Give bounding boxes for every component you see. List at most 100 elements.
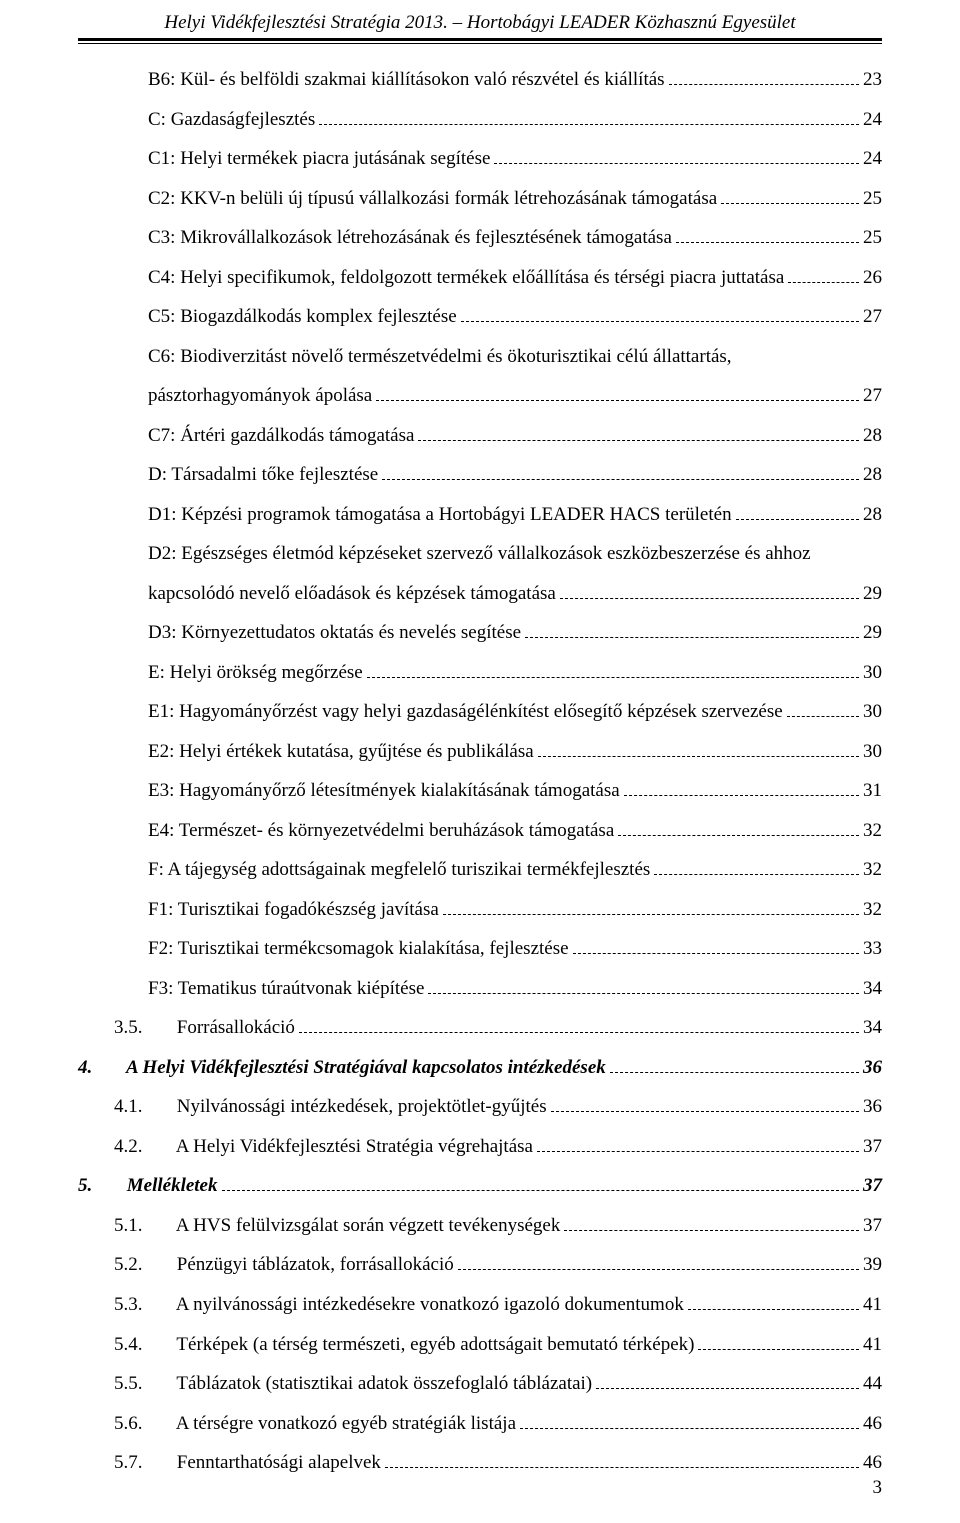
toc-entry: C: Gazdaságfejlesztés 24 [78, 100, 882, 140]
toc-entry: E3: Hagyományőrző létesítmények kialakít… [78, 771, 882, 811]
toc-leader [385, 1450, 859, 1468]
toc-entry: 5.3. A nyilvánossági intézkedésekre vona… [78, 1285, 882, 1325]
toc-text: 4.2. A Helyi Vidékfejlesztési Stratégia … [114, 1127, 533, 1167]
toc-leader [736, 502, 859, 520]
toc-text: F: A tájegység adottságainak megfelelő t… [148, 850, 650, 890]
toc-entry: 5.4. Térképek (a térség természeti, egyé… [78, 1325, 882, 1365]
toc-entry: F: A tájegység adottságainak megfelelő t… [78, 850, 882, 890]
toc-entry-heading: 5. Mellékletek 37 [78, 1166, 882, 1206]
toc-entry: 5.5. Táblázatok (statisztikai adatok öss… [78, 1364, 882, 1404]
toc-leader [525, 620, 859, 638]
toc-leader [698, 1331, 859, 1349]
toc-text: C5: Biogazdálkodás komplex fejlesztése [148, 297, 457, 337]
toc-title: Forrásallokáció [177, 1017, 295, 1038]
toc-leader [367, 660, 859, 678]
toc-leader [376, 383, 859, 401]
toc-num: 5.3. [114, 1285, 172, 1325]
toc-text: 3.5. Forrásallokáció [114, 1008, 295, 1048]
page: Helyi Vidékfejlesztési Stratégia 2013. –… [0, 0, 960, 1523]
toc-entry: C1: Helyi termékek piacra jutásának segí… [78, 139, 882, 179]
toc-num: 4.2. [114, 1127, 172, 1167]
toc-leader [551, 1094, 859, 1112]
toc-page: 23 [863, 60, 882, 100]
toc-page: 37 [863, 1166, 882, 1206]
toc-leader [654, 857, 859, 875]
toc-entry: 4.2. A Helyi Vidékfejlesztési Stratégia … [78, 1127, 882, 1167]
toc-entry: 5.2. Pénzügyi táblázatok, forrásallokáci… [78, 1245, 882, 1285]
toc-page: 33 [863, 929, 882, 969]
toc-page: 28 [863, 416, 882, 456]
toc-leader [222, 1173, 860, 1191]
toc-text: D1: Képzési programok támogatása a Horto… [148, 495, 732, 535]
running-head: Helyi Vidékfejlesztési Stratégia 2013. –… [78, 12, 882, 34]
toc-leader [676, 225, 859, 243]
toc-text: E2: Helyi értékek kutatása, gyűjtése és … [148, 732, 534, 772]
toc-text: 5.4. Térképek (a térség természeti, egyé… [114, 1325, 694, 1365]
toc-page: 46 [863, 1404, 882, 1444]
toc-leader [596, 1371, 859, 1389]
toc-page: 37 [863, 1127, 882, 1167]
toc-page: 25 [863, 179, 882, 219]
page-number: 3 [873, 1477, 883, 1499]
toc-entry: E: Helyi örökség megőrzése 30 [78, 653, 882, 693]
toc-title: A Helyi Vidékfejlesztési Stratégia végre… [176, 1136, 533, 1157]
toc-page: 30 [863, 692, 882, 732]
toc-text: C1: Helyi termékek piacra jutásának segí… [148, 139, 490, 179]
toc-text: C7: Ártéri gazdálkodás támogatása [148, 416, 414, 456]
toc-entry-wrapped-line2: kapcsolódó nevelő előadások és képzések … [78, 574, 882, 614]
toc-leader [688, 1292, 859, 1310]
toc-leader [458, 1252, 859, 1270]
toc-entry: D1: Képzési programok támogatása a Horto… [78, 495, 882, 535]
toc-title: A Helyi Vidékfejlesztési Stratégiával ka… [126, 1057, 606, 1078]
toc-entry: B6: Kül- és belföldi szakmai kiállítások… [78, 60, 882, 100]
toc-text: 4.1. Nyilvánossági intézkedések, projekt… [114, 1087, 547, 1127]
toc-text: 5.1. A HVS felülvizsgálat során végzett … [114, 1206, 560, 1246]
toc-entry: E4: Természet- és környezetvédelmi beruh… [78, 811, 882, 851]
toc-title: A térségre vonatkozó egyéb stratégiák li… [176, 1413, 516, 1434]
toc-page: 34 [863, 969, 882, 1009]
toc-text: F2: Turisztikai termékcsomagok kialakítá… [148, 929, 569, 969]
toc-title: Fenntarthatósági alapelvek [177, 1452, 381, 1473]
toc-entry: C4: Helyi specifikumok, feldolgozott ter… [78, 258, 882, 298]
toc-entry: 3.5. Forrásallokáció 34 [78, 1008, 882, 1048]
toc-text: C4: Helyi specifikumok, feldolgozott ter… [148, 258, 784, 298]
toc-title: A nyilvánossági intézkedésekre vonatkozó… [176, 1294, 684, 1315]
toc-text: E1: Hagyományőrzést vagy helyi gazdaságé… [148, 692, 783, 732]
toc-page: 37 [863, 1206, 882, 1246]
toc-page: 28 [863, 455, 882, 495]
toc-leader [564, 1213, 859, 1231]
toc-page: 39 [863, 1245, 882, 1285]
toc-leader [787, 699, 859, 717]
toc-page: 31 [863, 771, 882, 811]
toc-text: 5.3. A nyilvánossági intézkedésekre vona… [114, 1285, 684, 1325]
toc-page: 27 [863, 297, 882, 337]
toc-entry: D3: Környezettudatos oktatás és nevelés … [78, 613, 882, 653]
toc-entry: 5.6. A térségre vonatkozó egyéb stratégi… [78, 1404, 882, 1444]
toc-page: 32 [863, 850, 882, 890]
toc-leader [382, 462, 859, 480]
toc-entry: C2: KKV-n belüli új típusú vállalkozási … [78, 179, 882, 219]
toc-leader [428, 976, 859, 994]
toc-text: D3: Környezettudatos oktatás és nevelés … [148, 613, 521, 653]
toc-text: C3: Mikrovállalkozások létrehozásának és… [148, 218, 672, 258]
toc-text: D2: Egészséges életmód képzéseket szerve… [148, 543, 811, 564]
toc-page: 29 [863, 574, 882, 614]
toc-leader [418, 423, 859, 441]
toc-leader [494, 146, 859, 164]
toc-entry: 5.7. Fenntarthatósági alapelvek 46 [78, 1443, 882, 1483]
toc-num: 5.2. [114, 1245, 172, 1285]
toc-num: 5.1. [114, 1206, 172, 1246]
toc-text: 5.2. Pénzügyi táblázatok, forrásallokáci… [114, 1245, 454, 1285]
toc-text: F3: Tematikus túraútvonak kiépítése [148, 969, 424, 1009]
toc-page: 24 [863, 100, 882, 140]
toc-page: 32 [863, 890, 882, 930]
toc-num: 4.1. [114, 1087, 172, 1127]
toc-page: 32 [863, 811, 882, 851]
toc-entry-wrapped: D2: Egészséges életmód képzéseket szerve… [78, 534, 882, 574]
toc-title: Nyilvánossági intézkedések, projektötlet… [177, 1096, 547, 1117]
toc-entry: E1: Hagyományőrzést vagy helyi gazdaságé… [78, 692, 882, 732]
toc-leader [461, 304, 859, 322]
toc-page: 29 [863, 613, 882, 653]
toc-title: Pénzügyi táblázatok, forrásallokáció [177, 1254, 454, 1275]
toc-page: 34 [863, 1008, 882, 1048]
